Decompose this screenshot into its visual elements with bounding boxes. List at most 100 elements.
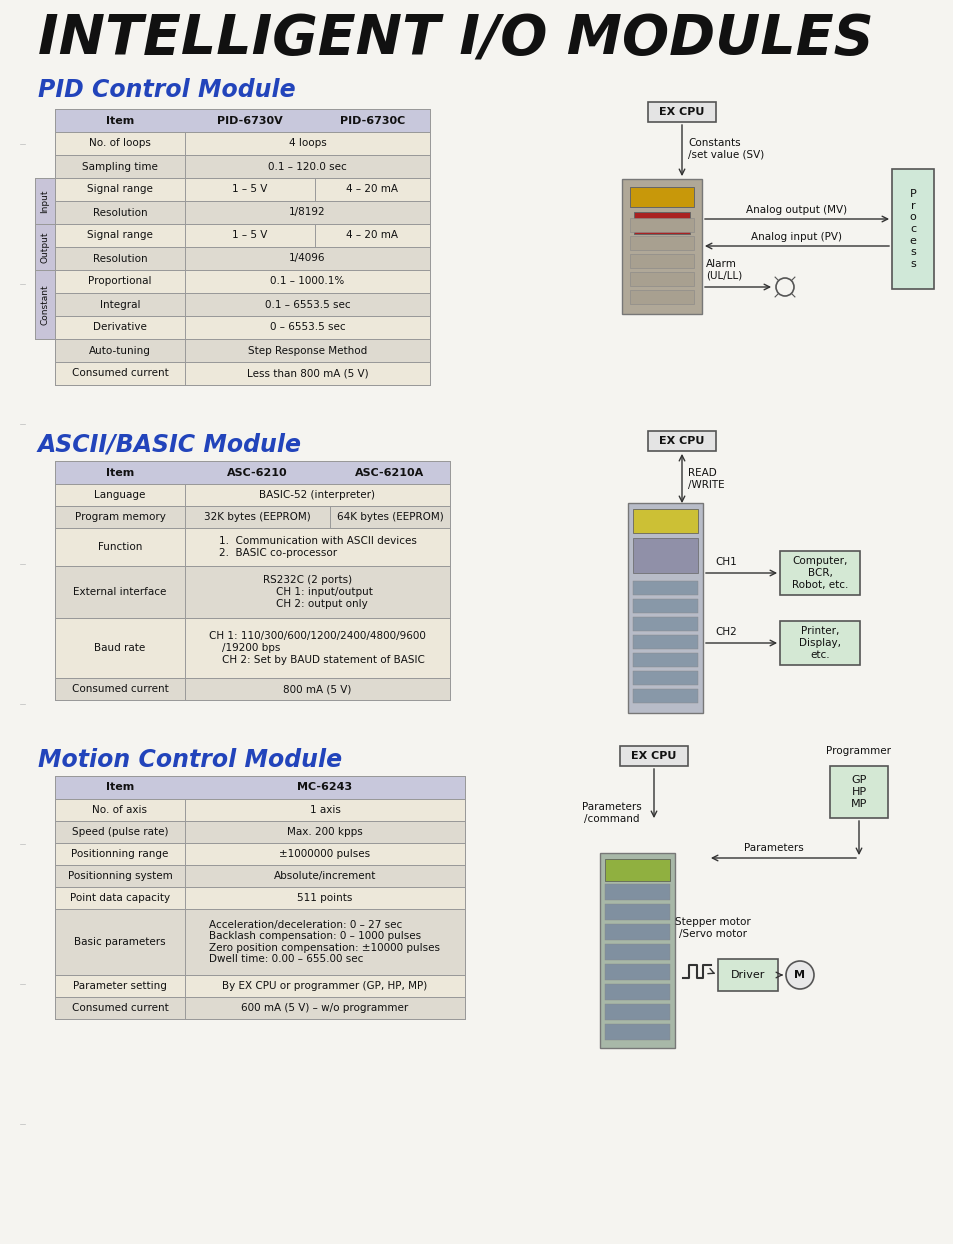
Bar (604, 984, 669, 1000)
Bar (55, 527, 450, 566)
Text: ±1000000 pulses: ±1000000 pulses (279, 848, 370, 860)
Text: EX CPU: EX CPU (659, 107, 704, 117)
Text: Motion Control Module: Motion Control Module (38, 748, 342, 773)
Text: 4 – 20 mA: 4 – 20 mA (346, 184, 398, 194)
Bar (891, 169, 933, 289)
Text: Step Response Method: Step Response Method (248, 346, 367, 356)
Text: 511 points: 511 points (297, 893, 353, 903)
Text: Analog output (MV): Analog output (MV) (745, 205, 846, 215)
Bar (599, 853, 675, 1047)
Bar (604, 944, 669, 960)
Text: Programmer: Programmer (825, 746, 890, 756)
Text: Signal range: Signal range (87, 230, 152, 240)
Bar (629, 236, 693, 250)
Bar (55, 527, 450, 566)
Bar (35, 178, 55, 224)
Bar (604, 860, 669, 881)
Bar (55, 294, 430, 316)
Text: 1 – 5 V: 1 – 5 V (233, 184, 268, 194)
Text: Computer,
BCR,
Robot, etc.: Computer, BCR, Robot, etc. (791, 556, 847, 590)
Text: Baud rate: Baud rate (94, 643, 146, 653)
Bar (55, 270, 430, 294)
Text: BASIC-52 (interpreter): BASIC-52 (interpreter) (259, 490, 375, 500)
Bar (718, 959, 778, 991)
Text: 1/4096: 1/4096 (289, 254, 325, 264)
Bar (35, 178, 55, 224)
Text: CH2: CH2 (715, 627, 737, 637)
Bar (55, 362, 430, 384)
Text: CH 1: 110/300/600/1200/2400/4800/9600
    /19200 bps
    CH 2: Set by BAUD state: CH 1: 110/300/600/1200/2400/4800/9600 /1… (209, 632, 425, 664)
Bar (55, 887, 464, 909)
Text: Item: Item (106, 116, 134, 126)
Text: Output: Output (40, 231, 50, 262)
Bar (55, 178, 430, 202)
Bar (629, 218, 693, 231)
Bar (55, 156, 430, 178)
Bar (55, 248, 430, 270)
Text: Proportional: Proportional (89, 276, 152, 286)
Bar (633, 600, 698, 613)
Bar (55, 484, 450, 506)
Bar (604, 1004, 669, 1020)
Bar (633, 653, 698, 667)
Bar (55, 865, 464, 887)
Bar (55, 316, 430, 340)
Bar (35, 270, 55, 340)
Bar (55, 618, 450, 678)
Text: Function: Function (98, 542, 142, 552)
Bar (35, 270, 55, 340)
Bar (55, 156, 430, 178)
Text: ASC-6210: ASC-6210 (227, 468, 288, 478)
Text: Sampling time: Sampling time (82, 162, 158, 172)
Bar (604, 924, 669, 940)
Text: Printer,
Display,
etc.: Printer, Display, etc. (799, 627, 841, 659)
Bar (627, 503, 702, 713)
Bar (633, 689, 698, 703)
Bar (55, 132, 430, 156)
Bar (55, 224, 430, 248)
Text: Language: Language (94, 490, 146, 500)
Text: Driver: Driver (730, 970, 764, 980)
Bar (55, 340, 430, 362)
Text: Program memory: Program memory (74, 513, 165, 522)
Bar (604, 884, 669, 899)
Text: MC-6243: MC-6243 (297, 782, 353, 792)
Text: CH1: CH1 (715, 557, 737, 567)
Text: Constants
/set value (SV): Constants /set value (SV) (687, 138, 763, 159)
Bar (55, 224, 430, 248)
Bar (619, 746, 687, 766)
Bar (35, 224, 55, 270)
Bar (55, 776, 464, 799)
Bar (55, 340, 430, 362)
Bar (633, 581, 698, 595)
Bar (55, 506, 450, 527)
Text: Basic parameters: Basic parameters (74, 937, 166, 947)
Bar (55, 909, 464, 975)
Bar (55, 270, 430, 294)
Text: EX CPU: EX CPU (659, 435, 704, 447)
Bar (55, 462, 450, 484)
Bar (55, 887, 464, 909)
Bar (604, 904, 669, 921)
Bar (55, 294, 430, 316)
Text: Constant: Constant (40, 284, 50, 325)
Circle shape (785, 962, 813, 989)
Text: No. of loops: No. of loops (89, 138, 151, 148)
Bar (55, 506, 450, 527)
Text: Item: Item (106, 468, 134, 478)
Text: Absolute/increment: Absolute/increment (274, 871, 375, 881)
Text: 0.1 – 120.0 sec: 0.1 – 120.0 sec (268, 162, 347, 172)
Text: Input: Input (40, 189, 50, 213)
Text: Parameter setting: Parameter setting (73, 982, 167, 991)
Text: Positionning system: Positionning system (68, 871, 172, 881)
Text: 1/8192: 1/8192 (289, 208, 326, 218)
Bar (55, 178, 430, 202)
Bar (55, 821, 464, 843)
Bar (55, 843, 464, 865)
Text: No. of axis: No. of axis (92, 805, 148, 815)
Bar (55, 975, 464, 996)
Text: Parameters
/command: Parameters /command (581, 802, 641, 824)
Text: READ
/WRITE: READ /WRITE (687, 468, 724, 490)
Text: 1 – 5 V: 1 – 5 V (233, 230, 268, 240)
Bar (55, 975, 464, 996)
